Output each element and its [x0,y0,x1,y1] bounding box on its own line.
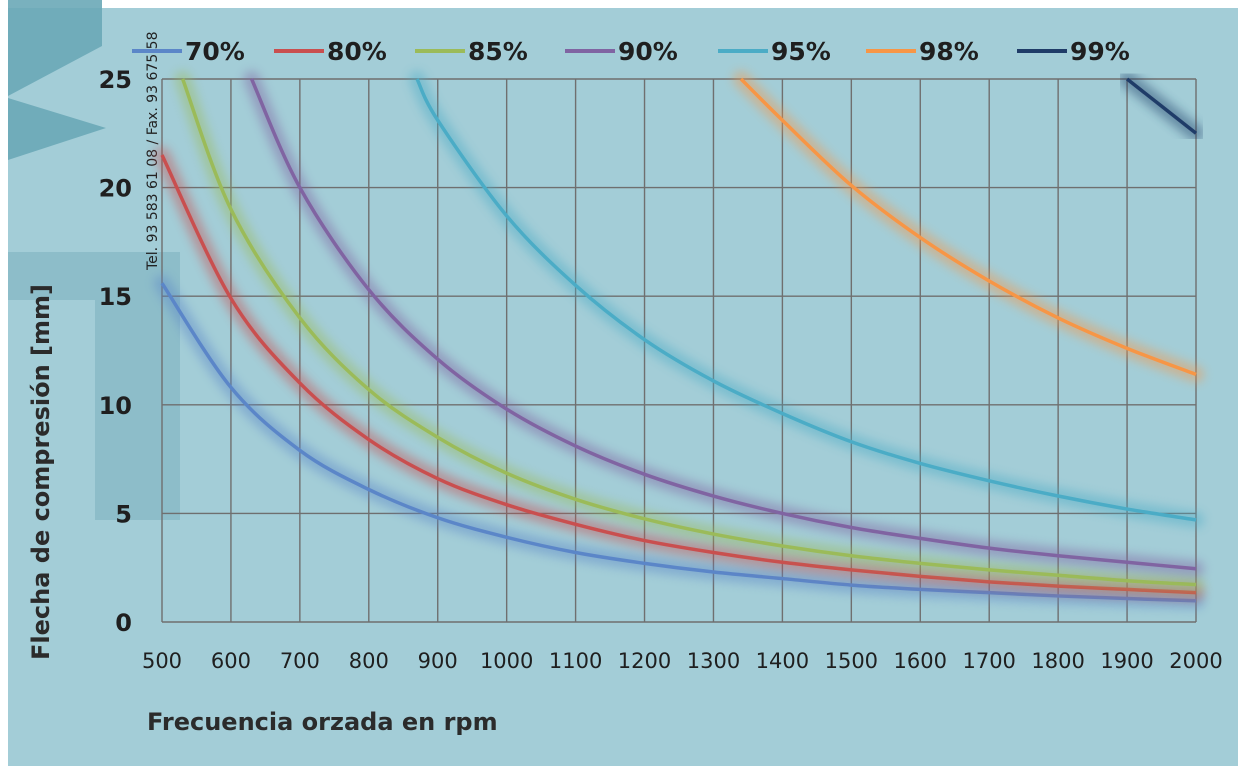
y-tick-label: 0 [115,609,132,637]
x-tick-label: 1500 [825,649,878,673]
logo-shape-bottom [8,252,180,520]
x-axis-title: Frecuencia orzada en rpm [147,708,498,736]
legend-label: 70% [185,37,245,66]
legend-label: 85% [468,37,528,66]
x-tick-label: 1700 [962,649,1015,673]
chart-background [8,8,1238,766]
x-tick-label: 1800 [1031,649,1084,673]
x-tick-label: 1400 [756,649,809,673]
x-tick-label: 700 [280,649,320,673]
x-tick-label: 900 [418,649,458,673]
series-line-98% [739,77,1197,377]
legend: 70% 80% 85% 90% 95% 98% 99% [132,37,1130,66]
watermark-phone-fax: Tel. 93 583 61 08 / Fax. 93 675 58 [145,32,161,272]
legend-label: 90% [618,37,678,66]
x-tick-label: 800 [349,649,389,673]
series-line-85% [181,78,1197,587]
x-tick-labels: 500 600 700 800 900 1000 1100 1200 1300 1400 1500 1… [142,649,1223,673]
legend-label: 98% [919,37,979,66]
x-tick-label: 1300 [687,649,740,673]
y-tick-label: 25 [99,66,132,94]
x-tick-label: 1600 [894,649,947,673]
x-tick-label: 1200 [618,649,671,673]
series-lines [154,71,1204,609]
x-tick-label: 1100 [549,649,602,673]
logo-shape-top [8,0,102,96]
y-axis-title: Flecha de compresión [mm] [27,284,55,660]
legend-label: 99% [1070,37,1130,66]
series-line-80% [160,154,1197,595]
series-line-99% [1125,77,1198,135]
legend-label: 80% [327,37,387,66]
series-line-95% [415,78,1197,522]
series-line-70% [160,282,1197,603]
x-tick-label: 2000 [1169,649,1222,673]
y-tick-label: 20 [99,175,132,203]
x-tick-label: 1000 [480,649,533,673]
y-tick-labels: 0 5 10 15 20 25 [99,66,132,637]
x-tick-label: 1900 [1100,649,1153,673]
y-tick-label: 10 [99,392,132,420]
y-tick-label: 5 [115,500,132,528]
series-line-90% [250,78,1197,571]
y-tick-label: 15 [99,283,132,311]
legend-label: 95% [771,37,831,66]
x-tick-label: 500 [142,649,182,673]
x-tick-label: 600 [211,649,251,673]
logo-shape-chevron [8,98,106,160]
